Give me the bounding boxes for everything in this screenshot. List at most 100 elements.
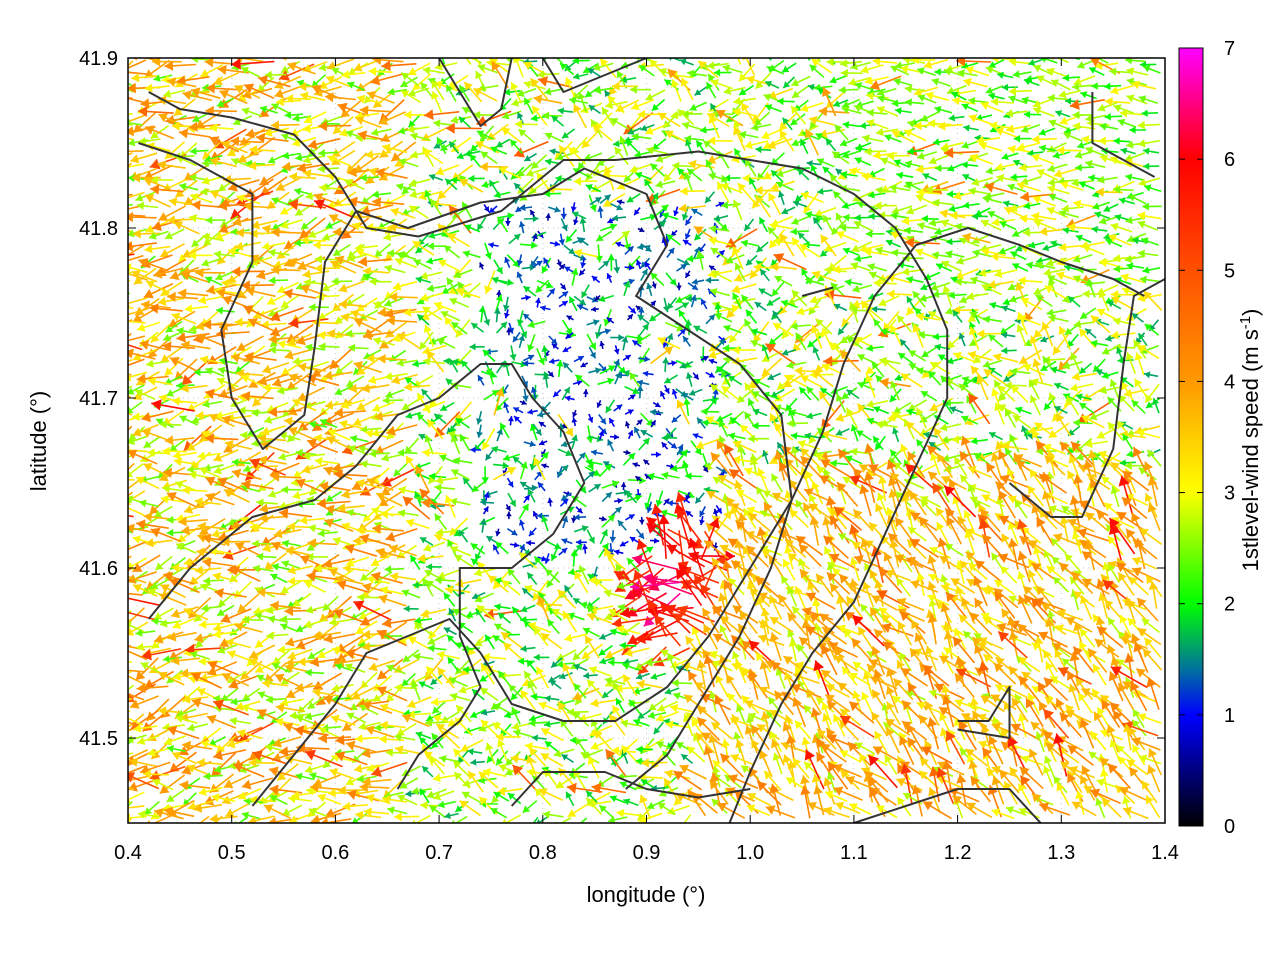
wind-arrow <box>530 154 548 170</box>
wind-arrow <box>304 712 325 721</box>
wind-arrow <box>257 75 291 88</box>
wind-arrow <box>594 86 614 95</box>
wind-arrow <box>586 529 596 544</box>
wind-arrow <box>675 293 692 304</box>
wind-arrow <box>916 222 938 231</box>
wind-arrow <box>976 135 1001 145</box>
wind-arrow <box>913 86 939 97</box>
wind-arrow <box>552 389 562 398</box>
wind-arrow <box>638 812 663 823</box>
wind-arrow <box>1009 433 1020 453</box>
wind-arrow <box>449 497 471 506</box>
wind-arrow <box>590 306 599 313</box>
wind-arrow <box>266 631 289 640</box>
wind-arrow <box>797 168 810 181</box>
wind-arrow <box>397 509 419 518</box>
wind-arrow <box>151 58 182 67</box>
wind-arrow <box>676 258 691 266</box>
wind-arrow <box>559 62 575 76</box>
wind-arrow <box>520 604 536 613</box>
wind-arrow <box>951 96 976 106</box>
wind-arrow <box>709 225 730 233</box>
wind-arrow <box>572 167 590 178</box>
wind-arrow <box>438 259 460 272</box>
wind-arrow <box>295 153 315 162</box>
wind-arrow <box>210 190 236 204</box>
wind-arrow <box>865 230 885 238</box>
wind-arrow <box>1032 97 1055 108</box>
wind-arrow <box>872 58 898 66</box>
wind-arrow <box>1137 211 1162 221</box>
wind-arrow <box>622 662 640 671</box>
wind-arrow <box>588 483 602 493</box>
wind-arrow <box>1048 314 1069 323</box>
wind-arrow <box>1010 251 1027 261</box>
wind-arrow <box>519 241 538 249</box>
wind-arrow <box>556 259 562 267</box>
wind-arrow <box>190 87 221 99</box>
wind-arrow <box>419 292 444 302</box>
wind-arrow <box>145 280 170 294</box>
wind-arrow <box>710 247 729 261</box>
wind-arrow <box>1018 163 1043 172</box>
wind-arrow <box>690 294 697 308</box>
x-tick-label: 0.9 <box>633 842 661 864</box>
wind-arrow <box>964 529 975 554</box>
wind-arrow <box>401 72 420 87</box>
x-tick-label: 1.3 <box>1047 842 1075 864</box>
wind-arrow <box>495 528 501 537</box>
wind-arrow <box>842 247 860 256</box>
wind-arrow <box>1131 312 1144 323</box>
wind-arrow <box>491 60 509 89</box>
wind-arrow <box>854 157 872 167</box>
wind-arrow <box>958 237 980 247</box>
wind-arrow <box>130 152 158 164</box>
wind-arrow <box>447 656 459 672</box>
wind-arrow <box>510 754 537 764</box>
wind-arrow <box>372 58 404 65</box>
wind-arrow <box>616 772 637 781</box>
wind-arrow <box>271 197 291 207</box>
wind-arrow <box>969 276 991 286</box>
wind-arrow <box>331 141 356 158</box>
wind-arrow <box>313 199 354 219</box>
wind-arrow <box>551 115 565 127</box>
wind-arrow <box>897 621 913 646</box>
wind-arrow <box>544 695 560 702</box>
wind-arrow <box>236 194 261 205</box>
wind-arrow <box>856 200 876 209</box>
wind-arrow <box>232 216 263 227</box>
wind-arrow <box>501 126 523 144</box>
wind-arrow <box>400 89 422 104</box>
wind-arrow <box>1137 249 1159 258</box>
wind-arrow <box>723 174 741 182</box>
wind-arrow <box>348 196 382 207</box>
wind-arrow <box>588 104 601 115</box>
wind-arrow <box>874 201 897 210</box>
wind-arrow <box>511 97 533 107</box>
wind-arrow <box>769 730 783 753</box>
wind-arrow <box>317 307 339 321</box>
wind-arrow <box>897 352 914 365</box>
wind-arrow <box>691 278 705 285</box>
wind-arrow <box>219 89 248 105</box>
wind-arrow <box>506 528 518 536</box>
wind-arrow <box>737 58 742 65</box>
wind-arrow <box>619 540 629 547</box>
wind-arrow <box>665 272 678 287</box>
wind-arrow <box>384 308 417 319</box>
wind-arrow <box>1104 113 1123 121</box>
wind-arrow <box>805 211 823 219</box>
wind-arrow <box>1110 290 1136 299</box>
wind-arrow <box>300 216 318 231</box>
wind-arrow <box>1122 806 1149 820</box>
wind-arrow <box>563 266 575 274</box>
wind-arrow <box>218 200 252 211</box>
wind-arrow <box>255 132 289 144</box>
wind-arrow <box>580 257 587 269</box>
wind-arrow <box>508 233 521 245</box>
wind-arrow <box>248 161 275 171</box>
wind-arrow <box>866 119 889 130</box>
wind-arrow <box>598 515 607 522</box>
wind-arrow <box>630 99 654 111</box>
